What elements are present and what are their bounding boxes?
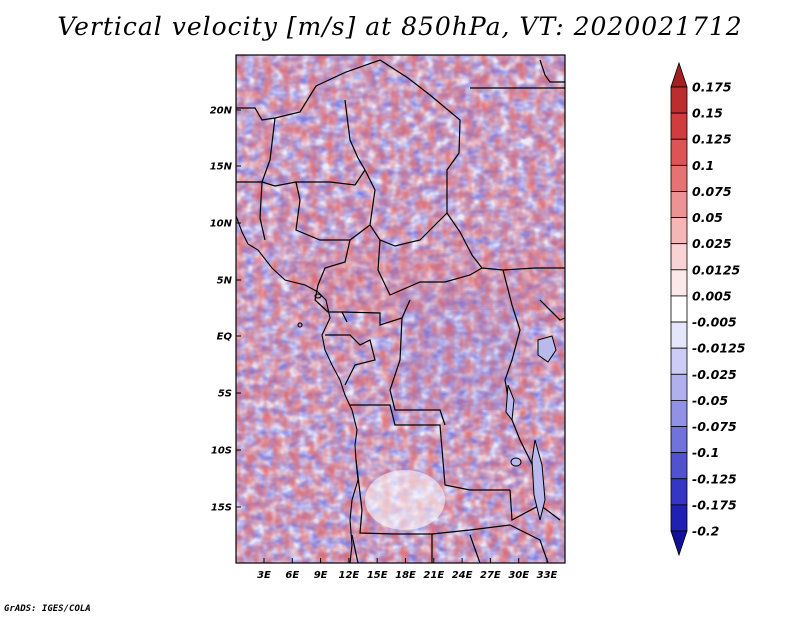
lon-label: 21E bbox=[423, 570, 444, 581]
lon-label: 24E bbox=[452, 570, 473, 581]
colorbar-label: -0.0125 bbox=[692, 341, 746, 356]
colorbar-label: -0.05 bbox=[692, 393, 728, 408]
colorbar-swatch bbox=[670, 452, 688, 480]
lakes bbox=[505, 335, 557, 521]
lon-label: 9E bbox=[314, 570, 328, 581]
lon-label: 6E bbox=[285, 570, 299, 581]
colorbar-label: -0.1 bbox=[692, 445, 719, 460]
lat-label: 5S bbox=[218, 389, 232, 400]
colorbar-label: 0.175 bbox=[692, 80, 732, 95]
colorbar-swatch bbox=[670, 217, 688, 245]
lon-label: 33E bbox=[537, 570, 558, 581]
lon-label: 18E bbox=[395, 570, 416, 581]
country-borders bbox=[236, 59, 565, 563]
colorbar-swatch bbox=[670, 61, 688, 88]
colorbar-label: 0.075 bbox=[692, 184, 732, 199]
lat-label: 5N bbox=[217, 276, 233, 287]
colorbar-label: 0.025 bbox=[692, 236, 732, 251]
colorbar: 0.175 0.15 0.125 0.1 0.075 0.05 0.025 0.0125 0.0… bbox=[670, 61, 746, 557]
lat-label: 15S bbox=[211, 503, 232, 514]
colorbar-label: 0.15 bbox=[692, 106, 723, 121]
lat-label: 15N bbox=[210, 162, 233, 173]
map-frame bbox=[235, 54, 566, 564]
lat-label: 10N bbox=[210, 219, 233, 230]
lon-label: 27E bbox=[480, 570, 501, 581]
colorbar-label: 0.1 bbox=[692, 158, 714, 173]
chart-title: Vertical velocity [m/s] at 850hPa, VT: 2… bbox=[57, 12, 743, 41]
colorbar-swatch bbox=[670, 269, 688, 297]
colorbar-label: -0.005 bbox=[692, 315, 737, 330]
lat-label: 10S bbox=[211, 446, 232, 457]
colorbar-swatch bbox=[670, 373, 688, 401]
colorbar-label: -0.075 bbox=[692, 419, 737, 434]
colorbar-swatch bbox=[670, 112, 688, 140]
coastline bbox=[236, 215, 359, 563]
colorbar-label: 0.0125 bbox=[692, 262, 741, 277]
lon-label: 12E bbox=[339, 570, 360, 581]
lon-label: 30E bbox=[508, 570, 529, 581]
grads-credit: GrADS: IGES/COLA bbox=[4, 604, 91, 614]
colorbar-swatch bbox=[670, 530, 688, 557]
colorbar-label: 0.005 bbox=[692, 288, 732, 303]
lon-label: 15E bbox=[367, 570, 388, 581]
colorbar-label: -0.175 bbox=[692, 497, 737, 512]
longitude-axis: 3E 6E 9E 12E 15E 18E 21E 24E 27E 30E 33E bbox=[257, 558, 558, 581]
lon-label: 3E bbox=[257, 570, 271, 581]
colorbar-label: -0.025 bbox=[692, 367, 737, 382]
colorbar-swatch bbox=[670, 295, 688, 323]
colorbar-swatch bbox=[670, 321, 688, 349]
colorbar-swatch bbox=[670, 164, 688, 192]
colorbar-swatch bbox=[670, 426, 688, 454]
colorbar-swatch bbox=[670, 347, 688, 375]
colorbar-label: -0.125 bbox=[692, 471, 737, 486]
lat-label: 20N bbox=[210, 106, 233, 117]
colorbar-swatch bbox=[670, 191, 688, 218]
colorbar-swatch bbox=[670, 86, 688, 114]
latitude-axis: 20N 15N 10N 5N EQ 5S 10S 15S bbox=[210, 106, 241, 514]
colorbar-swatch bbox=[670, 504, 688, 532]
colorbar-swatch bbox=[670, 138, 688, 166]
colorbar-label: 0.125 bbox=[692, 132, 732, 147]
vertical-velocity-field bbox=[236, 55, 565, 563]
colorbar-label: 0.05 bbox=[692, 210, 723, 225]
colorbar-label: -0.2 bbox=[692, 524, 719, 539]
colorbar-swatch bbox=[670, 400, 688, 427]
colorbar-swatch bbox=[670, 243, 688, 271]
lat-label: EQ bbox=[217, 332, 233, 343]
colorbar-swatch bbox=[670, 478, 688, 506]
